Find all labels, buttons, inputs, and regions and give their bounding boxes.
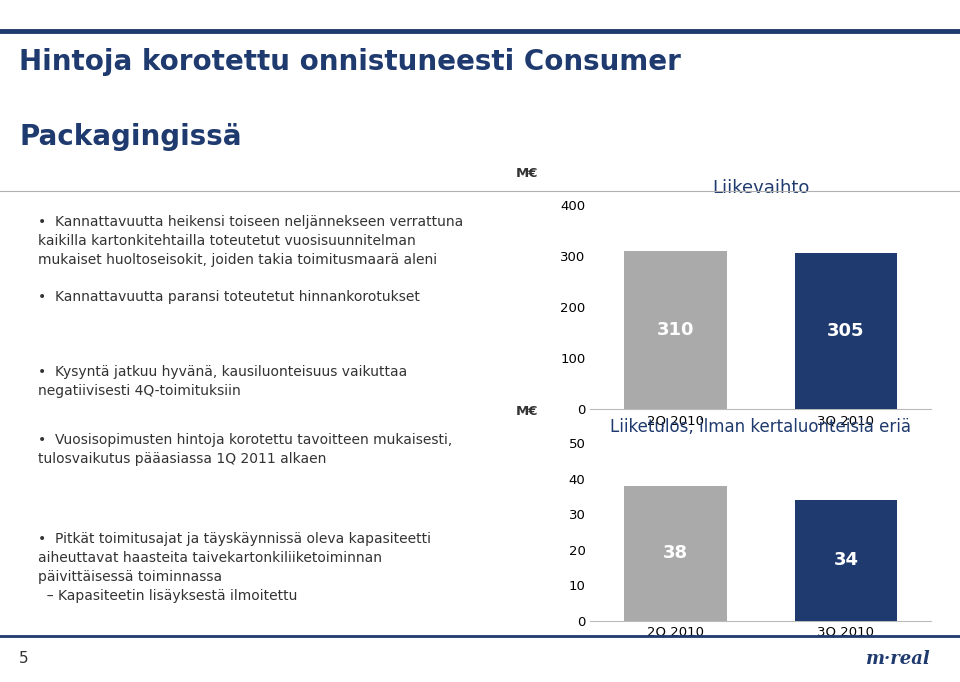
Text: 305: 305 (828, 322, 865, 340)
Text: M€: M€ (516, 406, 538, 419)
Text: •  Kysyntä jatkuu hyvänä, kausiluonteisuus vaikuttaa
negatiivisesti 4Q-toimituks: • Kysyntä jatkuu hyvänä, kausiluonteisuu… (38, 365, 408, 398)
Bar (795, 500, 897, 621)
Title: Liikevaihto: Liikevaihto (712, 179, 809, 198)
Text: •  Kannattavuutta heikensi toiseen neljännekseen verrattuna
kaikilla kartonkiteh: • Kannattavuutta heikensi toiseen neljän… (38, 215, 464, 267)
Bar (624, 250, 727, 409)
Bar (795, 253, 897, 409)
Text: M€: M€ (516, 167, 538, 180)
Text: 34: 34 (833, 551, 858, 569)
Text: m·real: m·real (867, 651, 931, 668)
Bar (624, 486, 727, 621)
Text: Packagingissä: Packagingissä (19, 123, 242, 151)
Text: 5: 5 (19, 651, 29, 666)
Text: •  Vuosisopimusten hintoja korotettu tavoitteen mukaisesti,
tulosvaikutus pääasi: • Vuosisopimusten hintoja korotettu tavo… (38, 433, 453, 466)
Text: 310: 310 (657, 321, 694, 339)
Text: •  Pitkät toimitusajat ja täyskäynnissä oleva kapasiteetti
aiheuttavat haasteita: • Pitkät toimitusajat ja täyskäynnissä o… (38, 532, 431, 603)
Text: •  Kannattavuutta paransi toteutetut hinnankorotukset: • Kannattavuutta paransi toteutetut hinn… (38, 290, 420, 304)
Title: Liiketulos, ilman kertaluonteisia eriä: Liiketulos, ilman kertaluonteisia eriä (611, 418, 911, 436)
Text: Hintoja korotettu onnistuneesti Consumer: Hintoja korotettu onnistuneesti Consumer (19, 48, 681, 76)
Text: 38: 38 (663, 544, 688, 562)
